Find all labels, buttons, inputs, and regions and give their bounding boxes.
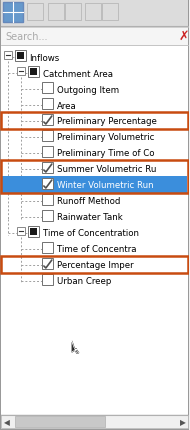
Bar [1,1,188,27]
Bar [1,113,188,130]
Text: Time of Concentration: Time of Concentration [43,229,139,238]
Bar [42,163,53,174]
Text: Urban Creep: Urban Creep [57,277,111,286]
Bar [28,67,39,78]
Text: ▶: ▶ [180,417,185,426]
Bar [15,416,105,427]
Polygon shape [72,341,79,353]
Text: Inflows: Inflows [29,53,59,62]
Bar [30,69,37,76]
Bar [15,51,26,62]
Text: Percentage Imper: Percentage Imper [57,261,133,270]
Bar [42,243,53,253]
Bar [65,4,81,21]
Bar [42,274,53,286]
Bar [102,4,118,21]
Text: Preliminary Time of Co: Preliminary Time of Co [57,149,154,158]
Text: ✗: ✗ [178,30,189,43]
Text: Preliminary Percentage: Preliminary Percentage [57,117,157,126]
Bar [1,28,188,46]
Text: Search...: Search... [5,32,48,42]
Bar [42,194,53,206]
Bar [48,4,64,21]
Bar [42,211,53,221]
Text: Catchment Area: Catchment Area [43,69,113,78]
Bar [85,4,101,21]
Bar [27,4,43,21]
Bar [42,258,53,269]
Bar [1,161,188,194]
Bar [1,256,188,273]
Bar [17,53,24,60]
Text: Runoff Method: Runoff Method [57,197,120,206]
Text: Preliminary Volumetric: Preliminary Volumetric [57,133,157,142]
Bar [1,46,188,414]
Bar [17,68,25,76]
Text: Outgoing Item: Outgoing Item [57,85,119,94]
Text: Time of Concentra: Time of Concentra [57,245,136,254]
Bar [1,415,188,428]
Text: Summer Volumetric Ru: Summer Volumetric Ru [57,165,156,174]
Bar [42,147,53,158]
Bar [1,177,187,194]
Bar [17,227,25,236]
Text: ◀: ◀ [4,417,10,426]
Bar [4,52,12,60]
Text: Winter Volumetric Run: Winter Volumetric Run [57,181,154,190]
Bar [42,178,53,190]
Bar [3,3,23,23]
Bar [30,228,37,236]
Bar [42,99,53,110]
Bar [42,83,53,94]
Text: Rainwater Tank: Rainwater Tank [57,213,123,222]
Bar [42,131,53,141]
Bar [42,115,53,126]
Text: Area: Area [57,101,77,110]
Bar [28,227,39,237]
